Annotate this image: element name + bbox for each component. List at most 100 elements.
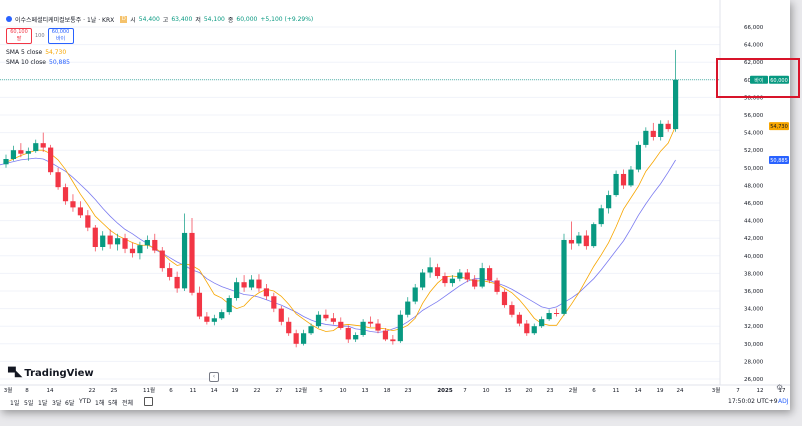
x-tick-label: 23	[547, 388, 554, 394]
candle	[152, 233, 158, 254]
candle	[531, 323, 537, 335]
candle	[628, 166, 634, 188]
candle	[308, 323, 314, 335]
candle	[286, 317, 292, 336]
candle	[583, 230, 589, 250]
sma5-legend[interactable]: SMA 5 close 54,730	[6, 47, 316, 57]
buy-label: 바이	[55, 35, 66, 42]
range-all[interactable]: 전체	[122, 400, 134, 407]
x-tick-label: 10	[483, 388, 490, 394]
candle	[226, 295, 232, 315]
chart-legend: 이수스페셜티케미컬보통주 · 1날 · KRX D 시 54,400 고 63,40…	[6, 14, 316, 67]
range-1d[interactable]: 1일	[10, 400, 20, 407]
y-tick-label: 42,000	[744, 236, 764, 242]
candle	[62, 183, 69, 205]
x-tick-label: 20	[526, 388, 533, 394]
calendar-icon[interactable]	[144, 397, 153, 406]
last-price-tag: 60,000	[769, 75, 789, 84]
x-tick-label: 2025	[437, 388, 452, 394]
candle	[219, 309, 225, 321]
candle	[330, 313, 336, 325]
candle	[18, 143, 24, 158]
sma5-line	[5, 126, 676, 332]
ohlc-high-value: 63,400	[171, 15, 193, 23]
candle	[196, 286, 203, 320]
range-ytd[interactable]: YTD	[79, 398, 91, 405]
candle	[33, 139, 39, 153]
y-tick-label: 54,000	[744, 131, 764, 137]
y-tick-label: 52,000	[744, 148, 764, 154]
x-tick-label: 12	[757, 388, 764, 394]
candle	[420, 269, 426, 291]
candle	[650, 122, 656, 141]
y-tick-label: 30,000	[744, 342, 764, 348]
y-tick-label: 64,000	[744, 43, 764, 49]
candle	[390, 335, 396, 345]
x-tick-label: 8	[25, 388, 29, 394]
clock[interactable]: 17:50:02 UTC+9	[728, 398, 778, 405]
candle	[397, 310, 403, 343]
scroll-to-start-icon[interactable]: ‹	[209, 372, 219, 382]
candle	[553, 308, 560, 317]
tradingview-logo-icon: ▀◣	[8, 368, 22, 379]
quote-row: 60,100 팔 100 60,000 바이	[6, 28, 316, 44]
x-tick-label: 11	[613, 388, 620, 394]
candle	[591, 222, 597, 248]
adjust-toggle[interactable]: ADJ	[778, 398, 789, 405]
candle	[360, 319, 366, 337]
sell-price: 60,100	[10, 29, 28, 35]
y-tick-label: 48,000	[744, 183, 764, 189]
range-1y[interactable]: 1해	[95, 400, 105, 407]
range-1m[interactable]: 1달	[38, 400, 48, 407]
range-5y[interactable]: 5해	[108, 400, 118, 407]
sell-button[interactable]: 60,100 팔	[6, 28, 32, 44]
x-tick-label: 2월	[569, 386, 578, 394]
candle	[665, 120, 671, 132]
sma5-price-tag: 54,730	[769, 122, 789, 131]
candle	[263, 283, 269, 300]
x-tick-label: 17	[779, 388, 786, 394]
candle	[315, 311, 322, 328]
candle	[613, 170, 619, 197]
x-tick-label: 14	[47, 388, 54, 394]
gear-icon[interactable]: ⚙	[776, 383, 784, 392]
candle	[405, 297, 411, 318]
candle	[382, 327, 389, 342]
ohlc-open-label: 시	[130, 16, 136, 24]
candle	[568, 221, 575, 250]
x-tick-label: 11월	[143, 386, 155, 394]
candle	[181, 213, 188, 291]
buy-button[interactable]: 60,000 바이	[47, 28, 74, 44]
tradingview-logo[interactable]: ▀◣ TradingView	[8, 368, 94, 379]
sma10-name: SMA 10 close	[6, 58, 46, 66]
range-3m[interactable]: 3달	[52, 400, 62, 407]
x-tick-label: 24	[677, 388, 684, 394]
sma10-legend[interactable]: SMA 10 close 50,885	[6, 57, 316, 67]
candle	[107, 229, 113, 249]
price-chart[interactable]: 26,000 28,000 30,000 32,000 34,000 36,000 38,0…	[0, 0, 790, 395]
x-tick-label: 7	[463, 388, 467, 394]
candle	[353, 332, 359, 343]
sma5-value: 54,730	[45, 48, 67, 56]
candle	[598, 204, 604, 227]
buy-price: 60,000	[51, 29, 70, 35]
candle	[3, 154, 9, 168]
ohlc-close-value: 60,000	[236, 15, 258, 23]
symbol-title[interactable]: 이수스페셜티케미컬보통주 · 1날 · KRX	[15, 16, 115, 24]
candle	[100, 231, 106, 251]
range-6m[interactable]: 6달	[65, 400, 75, 407]
candle	[375, 319, 381, 334]
y-tick-label: 34,000	[744, 307, 764, 313]
candle	[412, 283, 418, 305]
candle	[635, 141, 641, 173]
candle	[293, 329, 299, 348]
candle	[234, 277, 240, 301]
x-tick-label: 12월	[295, 386, 307, 394]
candle	[77, 201, 83, 218]
ohlc-high-label: 고	[162, 16, 169, 24]
range-5d[interactable]: 5일	[24, 400, 34, 407]
candle	[501, 289, 508, 308]
x-tick-label: 7	[736, 388, 740, 394]
sma10-value: 50,885	[49, 58, 70, 66]
candle	[509, 301, 515, 318]
